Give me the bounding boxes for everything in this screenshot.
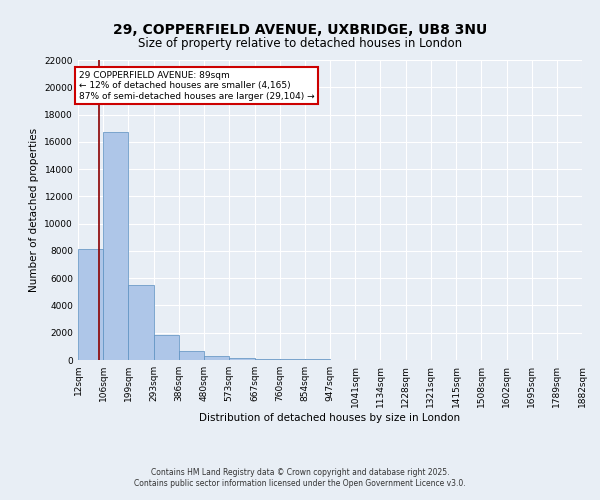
Bar [204,356,229,360]
Bar [229,358,254,360]
Bar [179,351,204,360]
Text: Contains HM Land Registry data © Crown copyright and database right 2025.
Contai: Contains HM Land Registry data © Crown c… [134,468,466,487]
Bar [280,359,305,360]
Bar [154,335,179,360]
Bar [78,248,103,360]
Text: 29, COPPERFIELD AVENUE, UXBRIDGE, UB8 3NU: 29, COPPERFIELD AVENUE, UXBRIDGE, UB8 3N… [113,22,487,36]
Text: 29 COPPERFIELD AVENUE: 89sqm
← 12% of detached houses are smaller (4,165)
87% of: 29 COPPERFIELD AVENUE: 89sqm ← 12% of de… [79,71,315,101]
Bar [128,285,154,360]
Text: Size of property relative to detached houses in London: Size of property relative to detached ho… [138,38,462,51]
Bar [103,132,128,360]
X-axis label: Distribution of detached houses by size in London: Distribution of detached houses by size … [199,412,461,422]
Bar [254,359,280,360]
Y-axis label: Number of detached properties: Number of detached properties [29,128,39,292]
